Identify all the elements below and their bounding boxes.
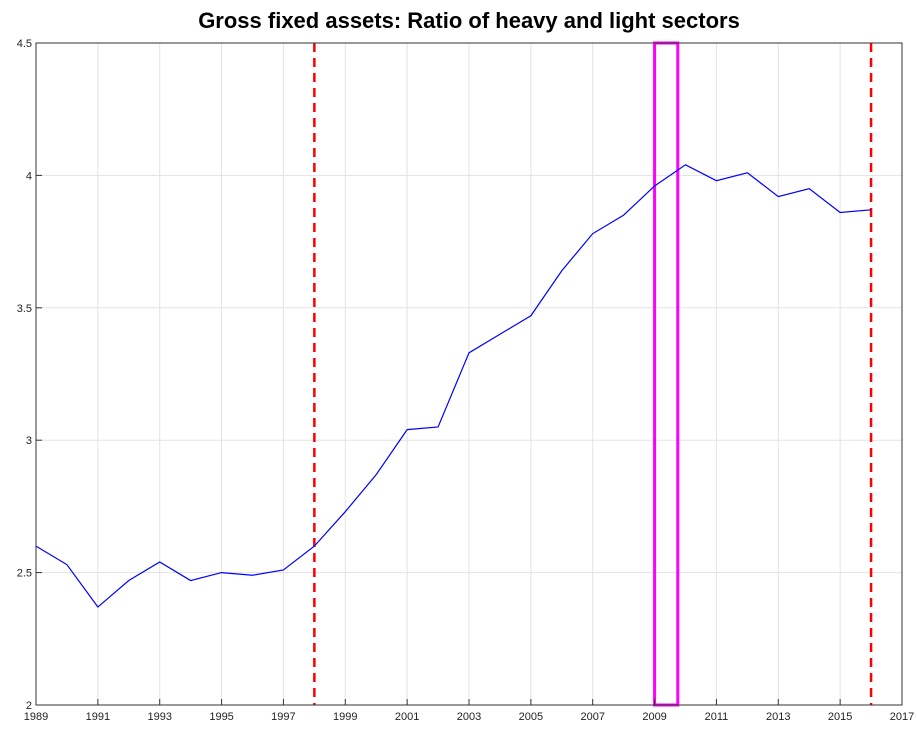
y-tick-label: 4.5 bbox=[17, 38, 32, 50]
grid bbox=[35, 42, 903, 706]
x-tick-label: 2017 bbox=[890, 711, 914, 723]
x-tick-label: 1997 bbox=[271, 711, 295, 723]
x-tick-label: 1995 bbox=[209, 711, 233, 723]
x-tick-label: 1993 bbox=[147, 711, 171, 723]
x-tick-label: 2015 bbox=[828, 711, 852, 723]
x-tick-label: 2009 bbox=[642, 711, 666, 723]
x-tick-label: 2013 bbox=[766, 711, 790, 723]
x-tick-label: 1991 bbox=[86, 711, 110, 723]
data-line bbox=[35, 164, 872, 608]
chart-title: Gross fixed assets: Ratio of heavy and l… bbox=[198, 8, 740, 33]
x-tick-label: 2005 bbox=[519, 711, 543, 723]
y-tick-label: 4 bbox=[26, 170, 32, 182]
x-tick-label: 1999 bbox=[333, 711, 357, 723]
x-tick-label: 2007 bbox=[580, 711, 604, 723]
y-tick-label: 3 bbox=[26, 435, 32, 447]
y-tick-label: 2 bbox=[26, 700, 32, 712]
y-tick-label: 3.5 bbox=[17, 303, 32, 315]
x-tick-label: 2011 bbox=[705, 711, 729, 723]
x-tick-label: 2001 bbox=[395, 711, 419, 723]
x-tick-label: 1989 bbox=[24, 711, 48, 723]
x-tick-label: 2003 bbox=[457, 711, 481, 723]
y-tick-label: 2.5 bbox=[17, 568, 32, 580]
